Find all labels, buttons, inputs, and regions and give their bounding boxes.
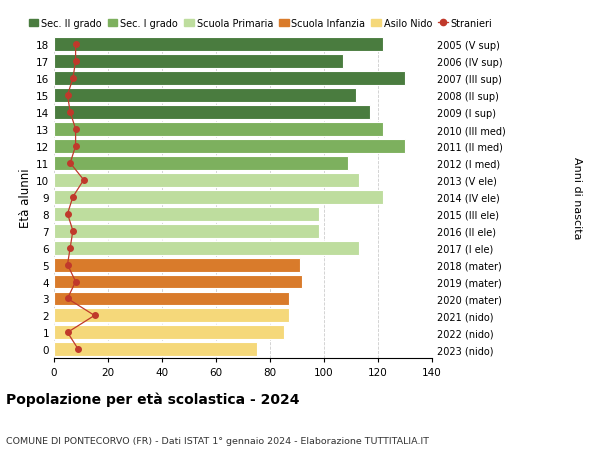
Y-axis label: Età alunni: Età alunni [19,168,32,227]
Bar [54,38,383,52]
Bar [54,275,302,289]
Bar [54,106,370,120]
Text: Popolazione per età scolastica - 2024: Popolazione per età scolastica - 2024 [6,392,299,406]
Bar [54,174,359,187]
Bar [54,72,405,86]
Legend: Sec. II grado, Sec. I grado, Scuola Primaria, Scuola Infanzia, Asilo Nido, Stran: Sec. II grado, Sec. I grado, Scuola Prim… [29,19,493,28]
Text: COMUNE DI PONTECORVO (FR) - Dati ISTAT 1° gennaio 2024 - Elaborazione TUTTITALIA: COMUNE DI PONTECORVO (FR) - Dati ISTAT 1… [6,436,429,445]
Bar [54,123,383,137]
Bar [54,140,405,154]
Bar [54,241,359,255]
Y-axis label: Anni di nascita: Anni di nascita [572,156,582,239]
Bar [54,224,319,238]
Bar [54,89,356,103]
Bar [54,342,257,357]
Bar [54,55,343,69]
Bar [54,157,348,170]
Bar [54,258,300,272]
Bar [54,190,383,204]
Bar [54,309,289,323]
Bar [54,326,284,340]
Bar [54,207,319,221]
Bar [54,292,289,306]
